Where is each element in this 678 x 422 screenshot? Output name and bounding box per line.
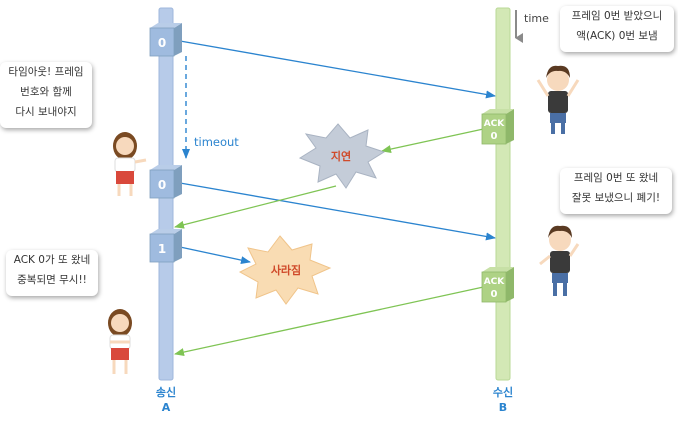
ack-box: ACK 0: [481, 109, 514, 145]
speech-bubble-sender-duplicate-ack: ACK 0가 또 왔네 중복되면 무시!!: [6, 250, 98, 296]
receiver-label-line2: B: [499, 401, 507, 414]
speech-bubble-sender-timeout: 타임아웃! 프레임 번호와 함께 다시 보내야지: [0, 62, 92, 128]
sender-label-line1: 송신: [156, 385, 176, 399]
frame-arrow-1: [179, 40, 496, 99]
ack-box: ACK 0: [481, 267, 514, 303]
ack-label: ACK: [484, 119, 506, 129]
speech-bubble-receiver-first: 프레임 0번 받았으니 액(ACK) 0번 보냄: [560, 6, 674, 52]
receiver-boy-figure-2: [539, 225, 580, 296]
ack-label: ACK: [484, 277, 506, 287]
ack-arrow-1-delayed-a: [381, 127, 489, 154]
frame-number: 0: [158, 36, 166, 50]
ack-number: 0: [491, 131, 498, 142]
lost-burst: 사라짐: [238, 235, 332, 305]
frame-box: 0: [149, 165, 182, 199]
receiver-timeline: [495, 7, 511, 381]
receiver-boy-figure-1: [536, 65, 580, 134]
time-label: time: [524, 12, 549, 25]
frame-arrow-2: [179, 182, 496, 241]
receiver-label-line1: 수신: [493, 385, 513, 399]
delay-burst: 지연: [298, 123, 386, 189]
speech-bubble-receiver-duplicate: 프레임 0번 또 왔네 잘못 보냈으니 폐기!: [560, 168, 672, 214]
delay-burst-label: 지연: [331, 149, 351, 163]
lost-burst-label: 사라짐: [271, 263, 301, 277]
ack-number: 0: [491, 289, 498, 300]
sender-girl-figure-2: [108, 309, 132, 374]
frame-number: 0: [158, 178, 166, 192]
frame-box: 1: [149, 229, 182, 263]
frame-box: 0: [149, 23, 182, 57]
timeout-label: timeout: [194, 135, 239, 149]
ack-arrow-1-delayed-b: [174, 185, 337, 229]
frame-arrow-3-lost: [179, 246, 251, 265]
frame-number: 1: [158, 242, 166, 256]
sender-label-line2: A: [162, 401, 171, 414]
sender-girl-figure-1: [113, 132, 147, 196]
ack-arrow-2: [174, 285, 489, 356]
